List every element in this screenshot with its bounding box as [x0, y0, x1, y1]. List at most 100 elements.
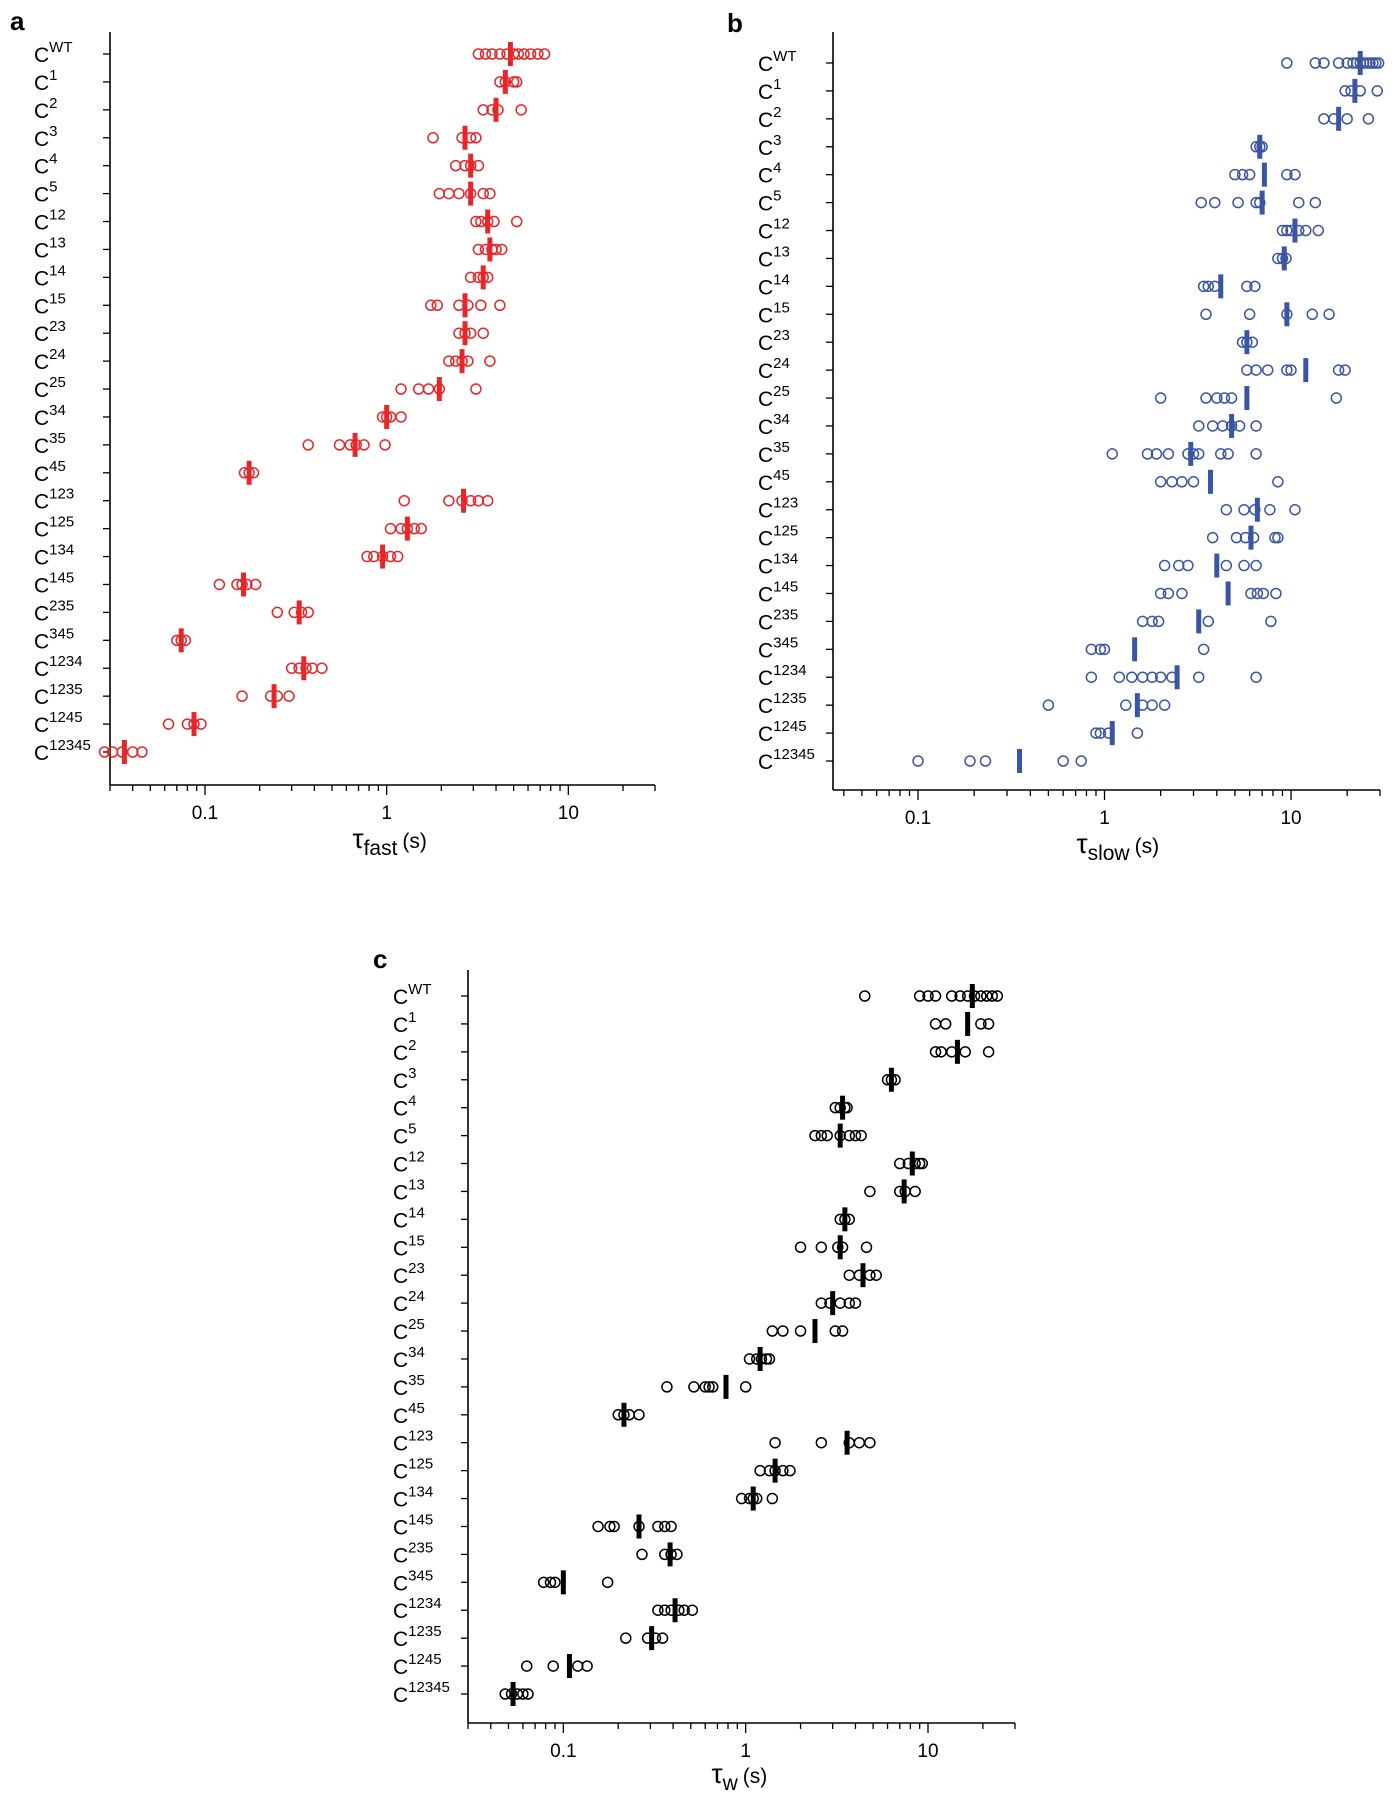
x-tick-label: 10: [917, 1741, 938, 1762]
mean-marker: [837, 1235, 843, 1260]
category-label: C345: [393, 1567, 433, 1595]
category-label-superscript: 15: [773, 299, 790, 316]
data-point: [849, 1297, 862, 1309]
category-label-base: C: [758, 137, 773, 160]
x-tick-label: 1: [740, 1741, 751, 1762]
data-point: [510, 215, 523, 228]
x-axis-label-unit: (s): [743, 1765, 768, 1788]
data-point: [316, 662, 328, 674]
data-point: [1218, 392, 1231, 404]
data-point: [991, 990, 1004, 1002]
data-point: [472, 159, 485, 172]
mean-marker: [384, 404, 390, 429]
category-label: C1: [758, 76, 782, 104]
mean-marker: [1292, 218, 1298, 243]
data-point: [427, 132, 439, 144]
category-label-superscript: 1245: [49, 709, 82, 726]
mean-marker: [1244, 330, 1250, 355]
data-point: [665, 1520, 677, 1533]
data-point: [1187, 476, 1200, 488]
data-point: [604, 1520, 616, 1533]
category-label: C3: [34, 123, 58, 151]
data-point: [532, 48, 544, 60]
category-label-superscript: 2: [408, 1037, 416, 1054]
category-label-superscript: 145: [773, 578, 798, 595]
category-label: C15: [393, 1232, 425, 1260]
mean-marker: [510, 1682, 516, 1706]
category-label: C1234: [758, 662, 807, 690]
mean-marker: [901, 1179, 907, 1204]
x-axis-label-symbol: τ: [712, 1758, 723, 1789]
category-label-base: C: [34, 407, 49, 430]
x-tick-label: 1: [1099, 808, 1110, 829]
data-point: [524, 48, 537, 60]
category-label-base: C: [393, 1014, 408, 1037]
category-label: C35: [393, 1372, 425, 1400]
category-label: C5: [393, 1121, 417, 1149]
data-point: [763, 1353, 776, 1365]
mean-marker: [837, 1123, 843, 1148]
mean-marker: [667, 1542, 673, 1567]
category-label-superscript: WT: [408, 981, 431, 998]
data-point: [815, 1129, 828, 1142]
category-label-base: C: [393, 986, 408, 1009]
data-point: [1136, 671, 1149, 683]
category-label-superscript: 12: [408, 1149, 425, 1166]
category-label-superscript: 3: [408, 1065, 416, 1082]
mean-marker: [493, 97, 499, 122]
data-point: [1330, 392, 1343, 404]
data-point: [98, 746, 111, 758]
category-label: C235: [758, 606, 798, 634]
data-point: [433, 187, 446, 200]
category-label: C4: [34, 151, 58, 179]
category-label: C5: [758, 188, 782, 216]
category-label: C345: [758, 634, 798, 662]
data-point: [1257, 587, 1270, 600]
category-label-superscript: 35: [49, 430, 66, 447]
mean-marker: [649, 1626, 655, 1651]
category-label: C25: [393, 1316, 425, 1344]
data-point: [1250, 671, 1262, 683]
category-label-superscript: 13: [49, 234, 66, 251]
category-label-base: C: [758, 165, 773, 188]
mean-marker: [352, 432, 358, 457]
data-point: [836, 1325, 849, 1337]
category-label-superscript: 13: [773, 243, 790, 260]
category-label-superscript: 345: [773, 634, 798, 651]
category-label-base: C: [393, 1321, 408, 1344]
data-point: [1150, 448, 1163, 460]
data-point: [162, 718, 175, 730]
category-label-base: C: [393, 1154, 408, 1177]
category-label-superscript: 1235: [773, 690, 806, 707]
category-label-base: C: [34, 44, 49, 67]
data-point: [1154, 392, 1167, 404]
category-label-base: C: [393, 1098, 408, 1121]
data-point: [1215, 448, 1227, 460]
data-point: [285, 662, 298, 674]
data-point: [470, 383, 482, 395]
data-point: [517, 1688, 529, 1700]
data-point: [686, 1604, 699, 1616]
category-label-superscript: 5: [408, 1121, 416, 1138]
category-label-base: C: [34, 239, 49, 262]
category-label-base: C: [758, 500, 773, 523]
category-label: C235: [393, 1539, 433, 1567]
category-label-base: C: [393, 1461, 408, 1484]
category-label: C123: [34, 486, 74, 514]
category-label-base: C: [34, 295, 49, 318]
data-point: [1197, 280, 1210, 293]
data-point: [391, 550, 404, 563]
data-point: [1094, 643, 1107, 656]
category-label: C14: [34, 262, 66, 290]
data-point: [1306, 308, 1319, 321]
data-point: [815, 1241, 828, 1254]
category-label-superscript: 2: [773, 104, 781, 121]
category-label: C1235: [758, 690, 807, 718]
category-label-base: C: [758, 723, 773, 746]
category-label-superscript: 123: [408, 1428, 433, 1445]
data-point: [1230, 531, 1243, 544]
mean-marker: [1357, 51, 1363, 75]
data-point: [443, 355, 455, 367]
